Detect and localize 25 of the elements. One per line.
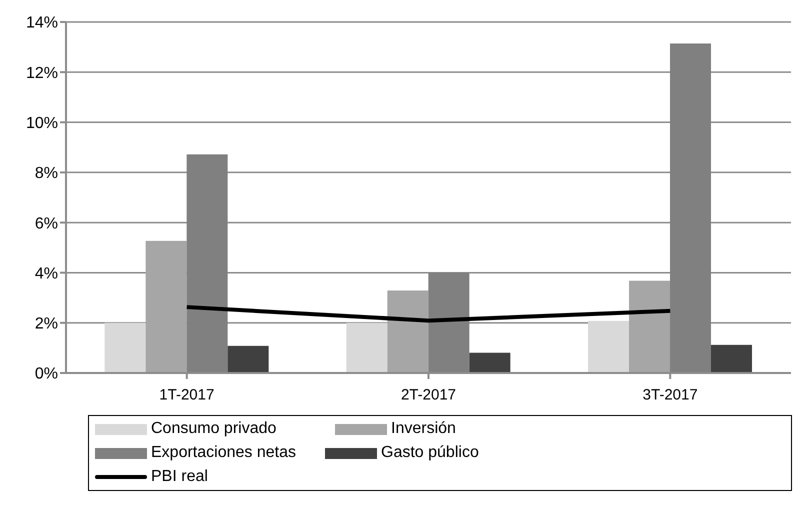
y-tick-label: 2% (34, 316, 58, 333)
x-tick-label: 2T-2017 (400, 386, 456, 404)
bar (346, 322, 388, 373)
legend-label: Exportaciones netas (151, 444, 296, 462)
bar (228, 346, 269, 373)
bar (146, 240, 187, 373)
bar (387, 290, 428, 373)
y-tick-label: 4% (34, 265, 58, 282)
x-tick-label: 3T-2017 (642, 386, 698, 404)
bar (711, 344, 752, 373)
y-tick-label: 14% (26, 14, 58, 32)
y-tick-label: 6% (34, 215, 58, 232)
legend-label: PBI real (151, 468, 208, 486)
y-tick-label: 8% (34, 165, 58, 182)
y-tick-label: 10% (26, 114, 58, 132)
legend-label: Inversión (391, 420, 456, 438)
legend-label: Consumo privado (151, 420, 276, 438)
x-tick-label: 1T-2017 (159, 386, 214, 404)
bar (629, 280, 670, 373)
legend-label: Gasto público (381, 444, 479, 462)
bar (104, 322, 146, 373)
bar (469, 352, 510, 373)
bar (588, 320, 629, 373)
y-tick-label: 12% (26, 64, 58, 82)
y-tick-label: 0% (34, 366, 58, 383)
